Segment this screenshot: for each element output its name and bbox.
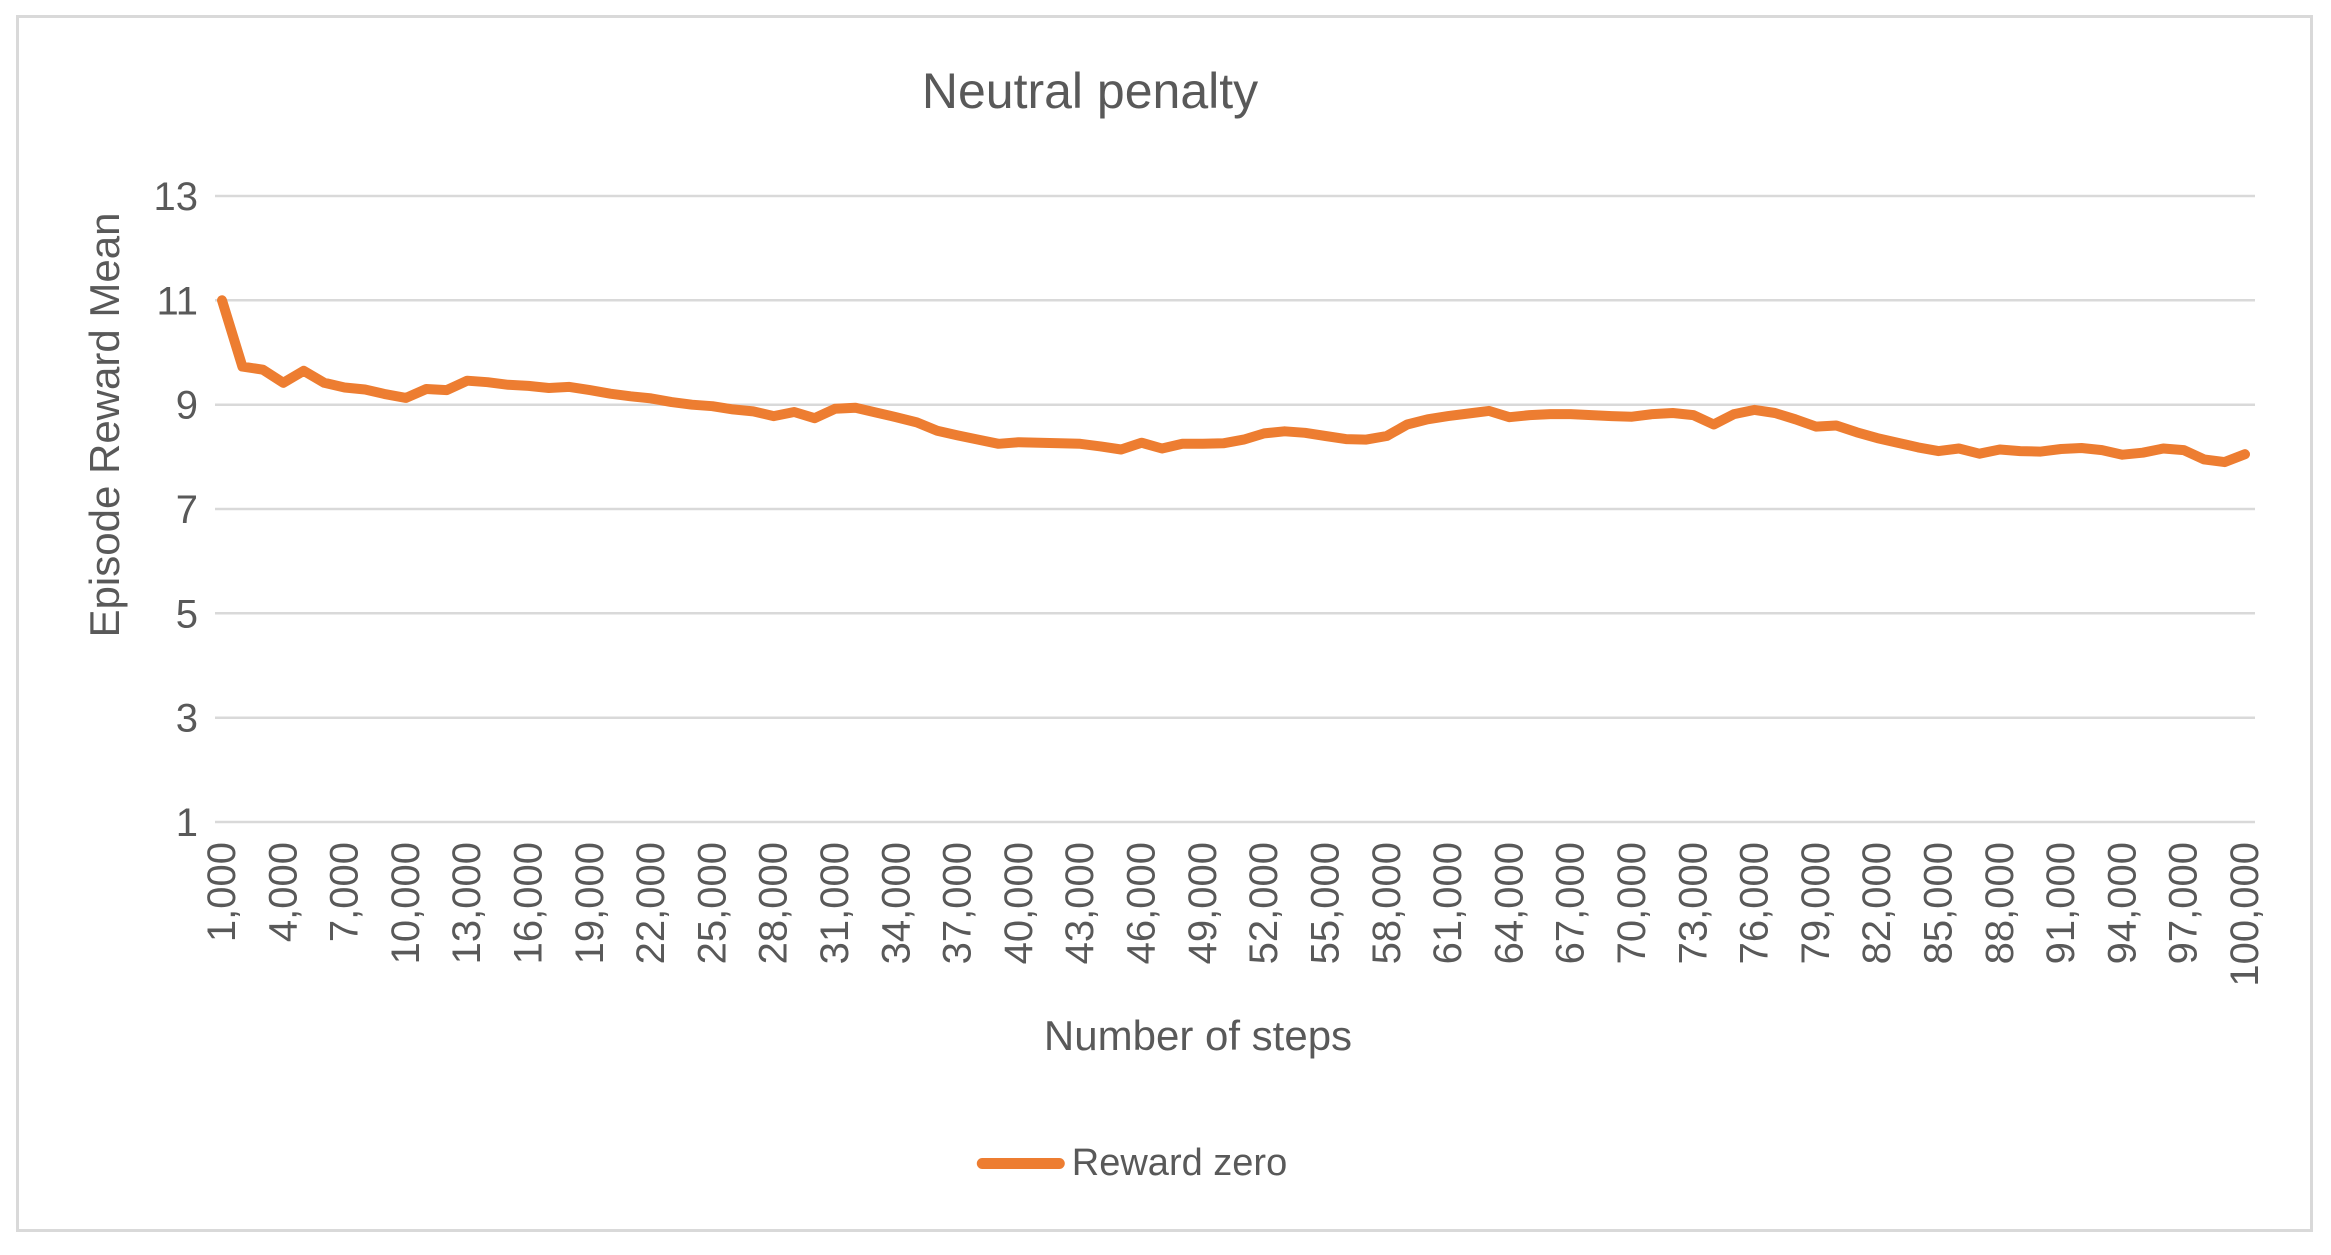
y-tick-label: 5 (176, 592, 198, 636)
y-tick-label: 9 (176, 384, 198, 428)
x-tick-label: 52,000 (1242, 842, 1286, 964)
y-tick-label: 11 (156, 279, 198, 323)
legend-line-swatch (976, 1158, 1065, 1169)
x-tick-label: 28,000 (752, 842, 796, 964)
x-tick-label: 67,000 (1549, 842, 1593, 964)
x-tick-label: 94,000 (2100, 842, 2144, 964)
y-tick-label: 13 (154, 175, 199, 219)
x-tick-label: 25,000 (690, 842, 734, 964)
y-axis-title: Episode Reward Mean (81, 212, 128, 638)
x-tick-label: 79,000 (1794, 842, 1838, 964)
x-axis-title: Number of steps (1043, 1012, 1353, 1059)
x-tick-label: 70,000 (1610, 842, 1654, 964)
x-tick-label: 22,000 (629, 842, 673, 964)
x-tick-label: 61,000 (1426, 842, 1470, 964)
x-tick-label: 97,000 (2162, 842, 2206, 964)
x-tick-label: 31,000 (813, 842, 857, 964)
x-tick-label: 64,000 (1487, 842, 1531, 964)
x-tick-label: 1,000 (200, 842, 244, 942)
x-tick-label: 7,000 (323, 842, 367, 942)
x-tick-label: 100,000 (2223, 842, 2267, 987)
series-line-reward-zero (217, 295, 2250, 468)
x-tick-label: 37,000 (936, 842, 980, 964)
x-tick-label: 76,000 (1733, 842, 1777, 964)
x-tick-label: 4,000 (261, 842, 305, 942)
x-tick-label: 91,000 (2039, 842, 2083, 964)
x-tick-label: 34,000 (874, 842, 918, 964)
x-tick-label: 55,000 (1304, 842, 1348, 964)
x-tick-label: 82,000 (1855, 842, 1899, 964)
chart-title: Neutral penalty (921, 63, 1259, 119)
x-tick-label: 19,000 (568, 842, 612, 964)
chart-border (16, 15, 2313, 1232)
y-tick-label: 7 (176, 488, 198, 532)
x-tick-label: 43,000 (1058, 842, 1102, 964)
x-tick-label: 13,000 (445, 842, 489, 964)
x-tick-label: 40,000 (997, 842, 1041, 964)
x-tick-label: 58,000 (1365, 842, 1409, 964)
x-tick-label: 46,000 (1120, 842, 1164, 964)
x-tick-label: 16,000 (507, 842, 551, 964)
x-tick-label: 85,000 (1917, 842, 1961, 964)
x-tick-label: 10,000 (384, 842, 428, 964)
x-tick-label: 88,000 (1978, 842, 2022, 964)
x-tick-label: 49,000 (1181, 842, 1225, 964)
x-tick-label: 73,000 (1671, 842, 1715, 964)
legend-label: Reward zero (1071, 1142, 1288, 1184)
y-tick-label: 1 (176, 801, 198, 845)
y-tick-label: 3 (176, 697, 198, 741)
legend: Reward zero (976, 1142, 1288, 1185)
